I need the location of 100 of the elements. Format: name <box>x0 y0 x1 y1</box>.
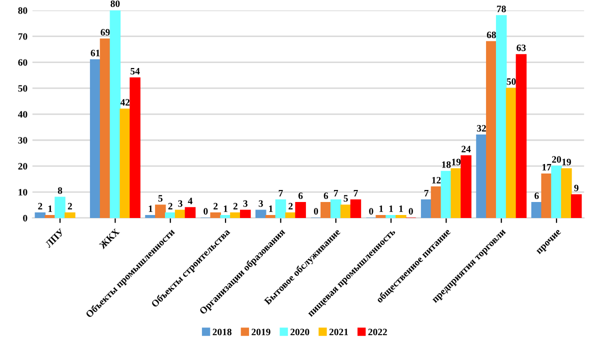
data-label: 20 <box>552 156 562 163</box>
bar <box>90 59 101 218</box>
bar <box>164 212 176 218</box>
data-label: 7 <box>354 190 358 196</box>
data-label: 2 <box>214 202 218 210</box>
bar <box>255 210 266 218</box>
bar <box>155 204 166 218</box>
bar <box>285 212 296 218</box>
data-label: 5 <box>344 195 348 202</box>
data-label: 17 <box>542 164 552 170</box>
y-tick-label: 50 <box>18 85 28 92</box>
bar <box>295 202 306 218</box>
data-label: 4 <box>188 198 192 204</box>
data-label: 1 <box>48 206 52 212</box>
bar <box>430 186 442 218</box>
data-label: 6 <box>324 192 328 200</box>
data-label: 2 <box>168 202 172 210</box>
data-label: 2 <box>233 202 238 210</box>
bar <box>54 196 66 218</box>
bar <box>184 207 196 218</box>
data-label: 54 <box>130 68 140 74</box>
data-label: 0 <box>369 208 374 215</box>
bar <box>340 204 352 218</box>
data-label: 7 <box>278 190 283 196</box>
bar <box>44 214 56 218</box>
y-tick-label: 0 <box>23 214 28 222</box>
data-label: 69 <box>100 29 110 36</box>
bar <box>350 199 362 218</box>
data-label: 9 <box>574 184 578 192</box>
data-label: 1 <box>379 206 384 212</box>
data-label: 2 <box>38 202 42 210</box>
bar <box>450 168 462 218</box>
bar <box>570 194 582 218</box>
bar <box>396 214 406 218</box>
y-tick-label: 10 <box>18 188 28 196</box>
legend-label: 2021 <box>329 328 348 336</box>
legend-label: 2022 <box>368 328 387 336</box>
bar <box>64 212 76 218</box>
data-label: 1 <box>224 206 228 212</box>
bar <box>210 212 221 218</box>
data-label: 8 <box>58 187 62 194</box>
data-label: 1 <box>399 206 403 212</box>
data-label: 1 <box>389 206 393 212</box>
bar <box>145 214 156 218</box>
bar <box>174 210 186 218</box>
data-label: 80 <box>110 0 120 8</box>
bar <box>420 199 432 218</box>
bar <box>220 214 231 218</box>
data-label: 19 <box>562 158 571 166</box>
data-label: 0 <box>314 208 318 215</box>
bar <box>275 199 286 218</box>
bar <box>386 214 396 218</box>
data-label: 2 <box>68 202 72 210</box>
bar <box>34 212 46 218</box>
y-tick-label: 80 <box>18 7 28 14</box>
bar <box>551 166 562 218</box>
bar <box>120 108 131 218</box>
legend-label: 2018 <box>212 328 232 336</box>
y-tick-label: 70 <box>18 33 28 40</box>
bar <box>541 173 552 218</box>
data-label: 2 <box>288 202 293 210</box>
bar <box>110 10 121 218</box>
legend-label: 2020 <box>290 328 310 336</box>
bar <box>506 88 517 218</box>
y-tick-label: 30 <box>18 137 28 144</box>
data-label: 3 <box>178 200 182 207</box>
data-label: 32 <box>477 125 486 132</box>
data-label: 6 <box>298 192 303 200</box>
legend-label: 2019 <box>252 328 270 336</box>
data-label: 3 <box>258 200 263 207</box>
data-label: 1 <box>269 206 273 212</box>
bar <box>496 15 507 218</box>
data-label: 6 <box>534 192 539 200</box>
data-label: 1 <box>148 206 152 212</box>
bar <box>230 212 241 218</box>
data-label: 61 <box>90 50 100 56</box>
data-label: 5 <box>158 195 163 202</box>
data-label: 24 <box>462 146 471 152</box>
y-tick-label: 60 <box>18 59 28 66</box>
y-tick-label: 40 <box>18 111 28 118</box>
data-label: 12 <box>432 176 441 184</box>
bar <box>476 134 487 218</box>
data-label: 50 <box>506 78 516 85</box>
bar <box>320 202 332 218</box>
bar <box>240 210 251 218</box>
data-label: 3 <box>243 200 248 207</box>
data-label: 63 <box>516 44 526 52</box>
data-label: 18 <box>442 161 451 168</box>
bar <box>376 214 386 218</box>
data-label: 0 <box>408 208 413 215</box>
bar <box>130 77 140 218</box>
bar <box>330 199 342 218</box>
bar <box>516 54 527 218</box>
bar <box>460 155 472 218</box>
data-label: 78 <box>497 6 506 12</box>
data-label: 0 <box>204 208 208 215</box>
data-label: 7 <box>424 190 429 196</box>
data-label: 7 <box>334 190 338 196</box>
bar <box>486 41 497 218</box>
bar <box>561 168 572 218</box>
